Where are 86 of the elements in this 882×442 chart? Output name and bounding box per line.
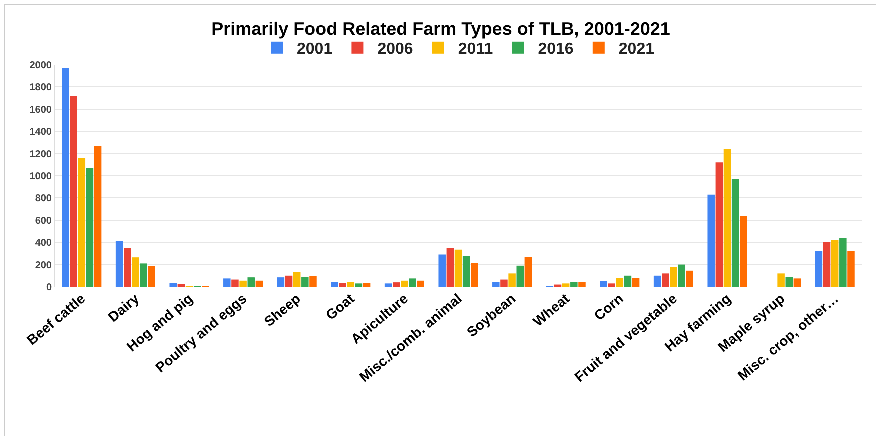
bar	[616, 278, 624, 287]
bar	[409, 278, 416, 287]
y-tick-label: 800	[35, 194, 52, 205]
bar	[331, 282, 338, 287]
bar	[654, 276, 662, 287]
bar	[562, 284, 570, 287]
bar	[524, 257, 532, 287]
bar	[578, 282, 586, 287]
bar	[508, 274, 516, 287]
bar	[600, 281, 608, 287]
bar	[347, 282, 355, 287]
bar	[778, 274, 785, 287]
y-tick-label: 1400	[30, 127, 52, 138]
bar	[124, 248, 132, 287]
bar	[831, 240, 839, 287]
bar	[632, 278, 640, 287]
bar	[471, 263, 478, 287]
bar	[170, 283, 177, 287]
y-tick-label: 1600	[30, 104, 52, 116]
y-tick-label: 600	[35, 216, 52, 227]
bar	[363, 283, 371, 287]
bar	[794, 278, 802, 287]
legend-label: 2016	[538, 41, 574, 58]
bar	[224, 278, 231, 287]
bar	[285, 276, 293, 287]
bar	[732, 179, 740, 287]
legend-label: 2001	[297, 41, 333, 58]
bar	[740, 216, 748, 287]
bar	[339, 283, 346, 287]
bar	[293, 272, 301, 287]
legend-label: 2011	[458, 41, 494, 58]
bar	[140, 264, 148, 287]
bar	[724, 149, 732, 287]
bar	[678, 264, 686, 287]
bar	[500, 280, 508, 287]
bar	[608, 284, 616, 287]
y-tick-label: 1800	[30, 82, 52, 94]
legend-label: 2021	[618, 41, 655, 58]
bar	[516, 266, 524, 287]
bar	[815, 251, 823, 287]
bar	[277, 278, 285, 287]
chart-title: Primarily Food Related Farm Types of TLB, 2001-2021	[212, 18, 670, 39]
bar	[86, 168, 94, 287]
y-tick-label: 2000	[30, 60, 52, 72]
bar	[686, 270, 694, 287]
legend-label: 2006	[378, 41, 414, 58]
bar	[302, 277, 309, 287]
bar	[393, 282, 400, 287]
bar	[132, 258, 140, 287]
bar	[148, 266, 156, 287]
bar	[786, 277, 793, 287]
bar	[840, 238, 847, 287]
bar	[78, 158, 86, 287]
y-tick-label: 0	[46, 282, 52, 294]
bar	[94, 146, 102, 287]
bar	[384, 284, 392, 287]
bar	[492, 282, 500, 287]
bar	[708, 194, 715, 287]
bar	[417, 280, 424, 287]
bar	[248, 278, 255, 287]
y-tick-label: 1200	[30, 149, 52, 160]
y-tick-label: 1000	[30, 172, 52, 182]
bar	[716, 162, 724, 287]
bar	[662, 274, 670, 287]
bar	[178, 284, 186, 287]
y-tick-label: 400	[35, 238, 52, 250]
bar	[401, 280, 408, 287]
bar	[62, 68, 70, 287]
bar	[438, 254, 446, 287]
bar	[624, 276, 632, 287]
bar	[848, 251, 855, 287]
bar	[355, 284, 363, 287]
bar	[310, 276, 317, 287]
bar	[70, 96, 78, 287]
bar	[670, 267, 678, 287]
x-tick-label: Corn	[591, 290, 626, 324]
bar	[823, 242, 831, 287]
bar	[570, 282, 578, 287]
y-tick-label: 200	[35, 260, 52, 272]
bar	[446, 248, 454, 287]
bar	[256, 280, 264, 287]
bar	[462, 256, 470, 287]
bar	[240, 280, 247, 287]
bar	[454, 250, 462, 287]
bar	[232, 280, 239, 287]
bar	[116, 241, 124, 287]
